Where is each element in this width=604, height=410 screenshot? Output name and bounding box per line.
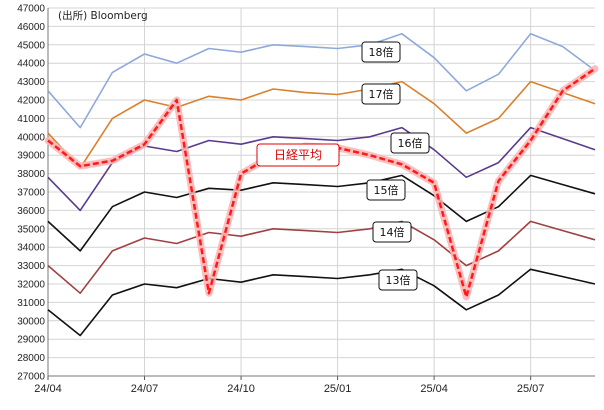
y-tick-label: 43000	[17, 77, 45, 88]
y-tick-label: 47000	[17, 4, 45, 15]
y-tick-label: 32000	[17, 280, 45, 291]
series-label-box-1	[361, 83, 401, 105]
x-tick-label: 24/04	[34, 383, 62, 395]
y-tick-label: 33000	[17, 261, 45, 272]
x-axis-ticks: 24/04 24/07 24/10 25/01 25/04 25/07	[34, 383, 544, 395]
series-label-3: 15倍	[374, 183, 399, 197]
x-tick-label: 24/10	[227, 383, 255, 395]
y-tick-label: 46000	[17, 22, 45, 33]
y-tick-label: 34000	[17, 243, 45, 254]
y-tick-label: 35000	[17, 224, 45, 235]
y-tick-label: 39000	[17, 151, 45, 162]
series-label-box-3	[366, 179, 406, 201]
series-label-2: 16倍	[398, 136, 423, 150]
series-label-box-0	[361, 41, 401, 63]
source-note: (出所) Bloomberg	[58, 9, 148, 22]
y-tick-label: 41000	[17, 114, 45, 125]
series-label-box-6	[256, 143, 340, 167]
series-label-0: 18倍	[369, 45, 394, 59]
y-tick-label: 42000	[17, 96, 45, 107]
y-tick-label: 27000	[17, 372, 45, 383]
series-line-1	[47, 80, 596, 169]
y-tick-label: 36000	[17, 206, 45, 217]
axes	[47, 8, 595, 380]
series-line-4	[47, 220, 596, 295]
x-tick-label: 25/01	[324, 383, 352, 395]
series-lines	[44, 32, 599, 337]
y-tick-label: 29000	[17, 335, 45, 346]
series-label-box-5	[378, 269, 418, 291]
x-tick-label: 25/04	[420, 383, 448, 395]
y-tick-label: 28000	[17, 353, 45, 364]
y-tick-label: 37000	[17, 188, 45, 199]
y-tick-label: 38000	[17, 169, 45, 180]
series-label-5: 13倍	[386, 273, 411, 287]
x-tick-label: 25/07	[517, 383, 545, 395]
series-labels: 18倍 17倍 16倍 15倍 14倍 13倍 日経平均	[256, 41, 430, 291]
y-tick-label: 31000	[17, 298, 45, 309]
y-tick-label: 40000	[17, 132, 45, 143]
series-line-3	[47, 174, 596, 252]
x-tick-label: 24/07	[131, 383, 159, 395]
series-line-5	[47, 268, 596, 337]
series-label-1: 17倍	[369, 87, 394, 101]
series-label-box-2	[390, 132, 430, 154]
y-tick-label: 44000	[17, 59, 45, 70]
y-tick-label: 45000	[17, 40, 45, 51]
y-axis-ticks: 27000 28000 29000 30000 31000 32000 33000 34000…	[17, 4, 45, 383]
y-tick-label: 30000	[17, 316, 45, 327]
series-line-0	[47, 32, 596, 129]
series-label-4: 14倍	[380, 225, 405, 239]
series-label-box-4	[372, 221, 412, 243]
series-label-6: 日経平均	[274, 148, 322, 162]
